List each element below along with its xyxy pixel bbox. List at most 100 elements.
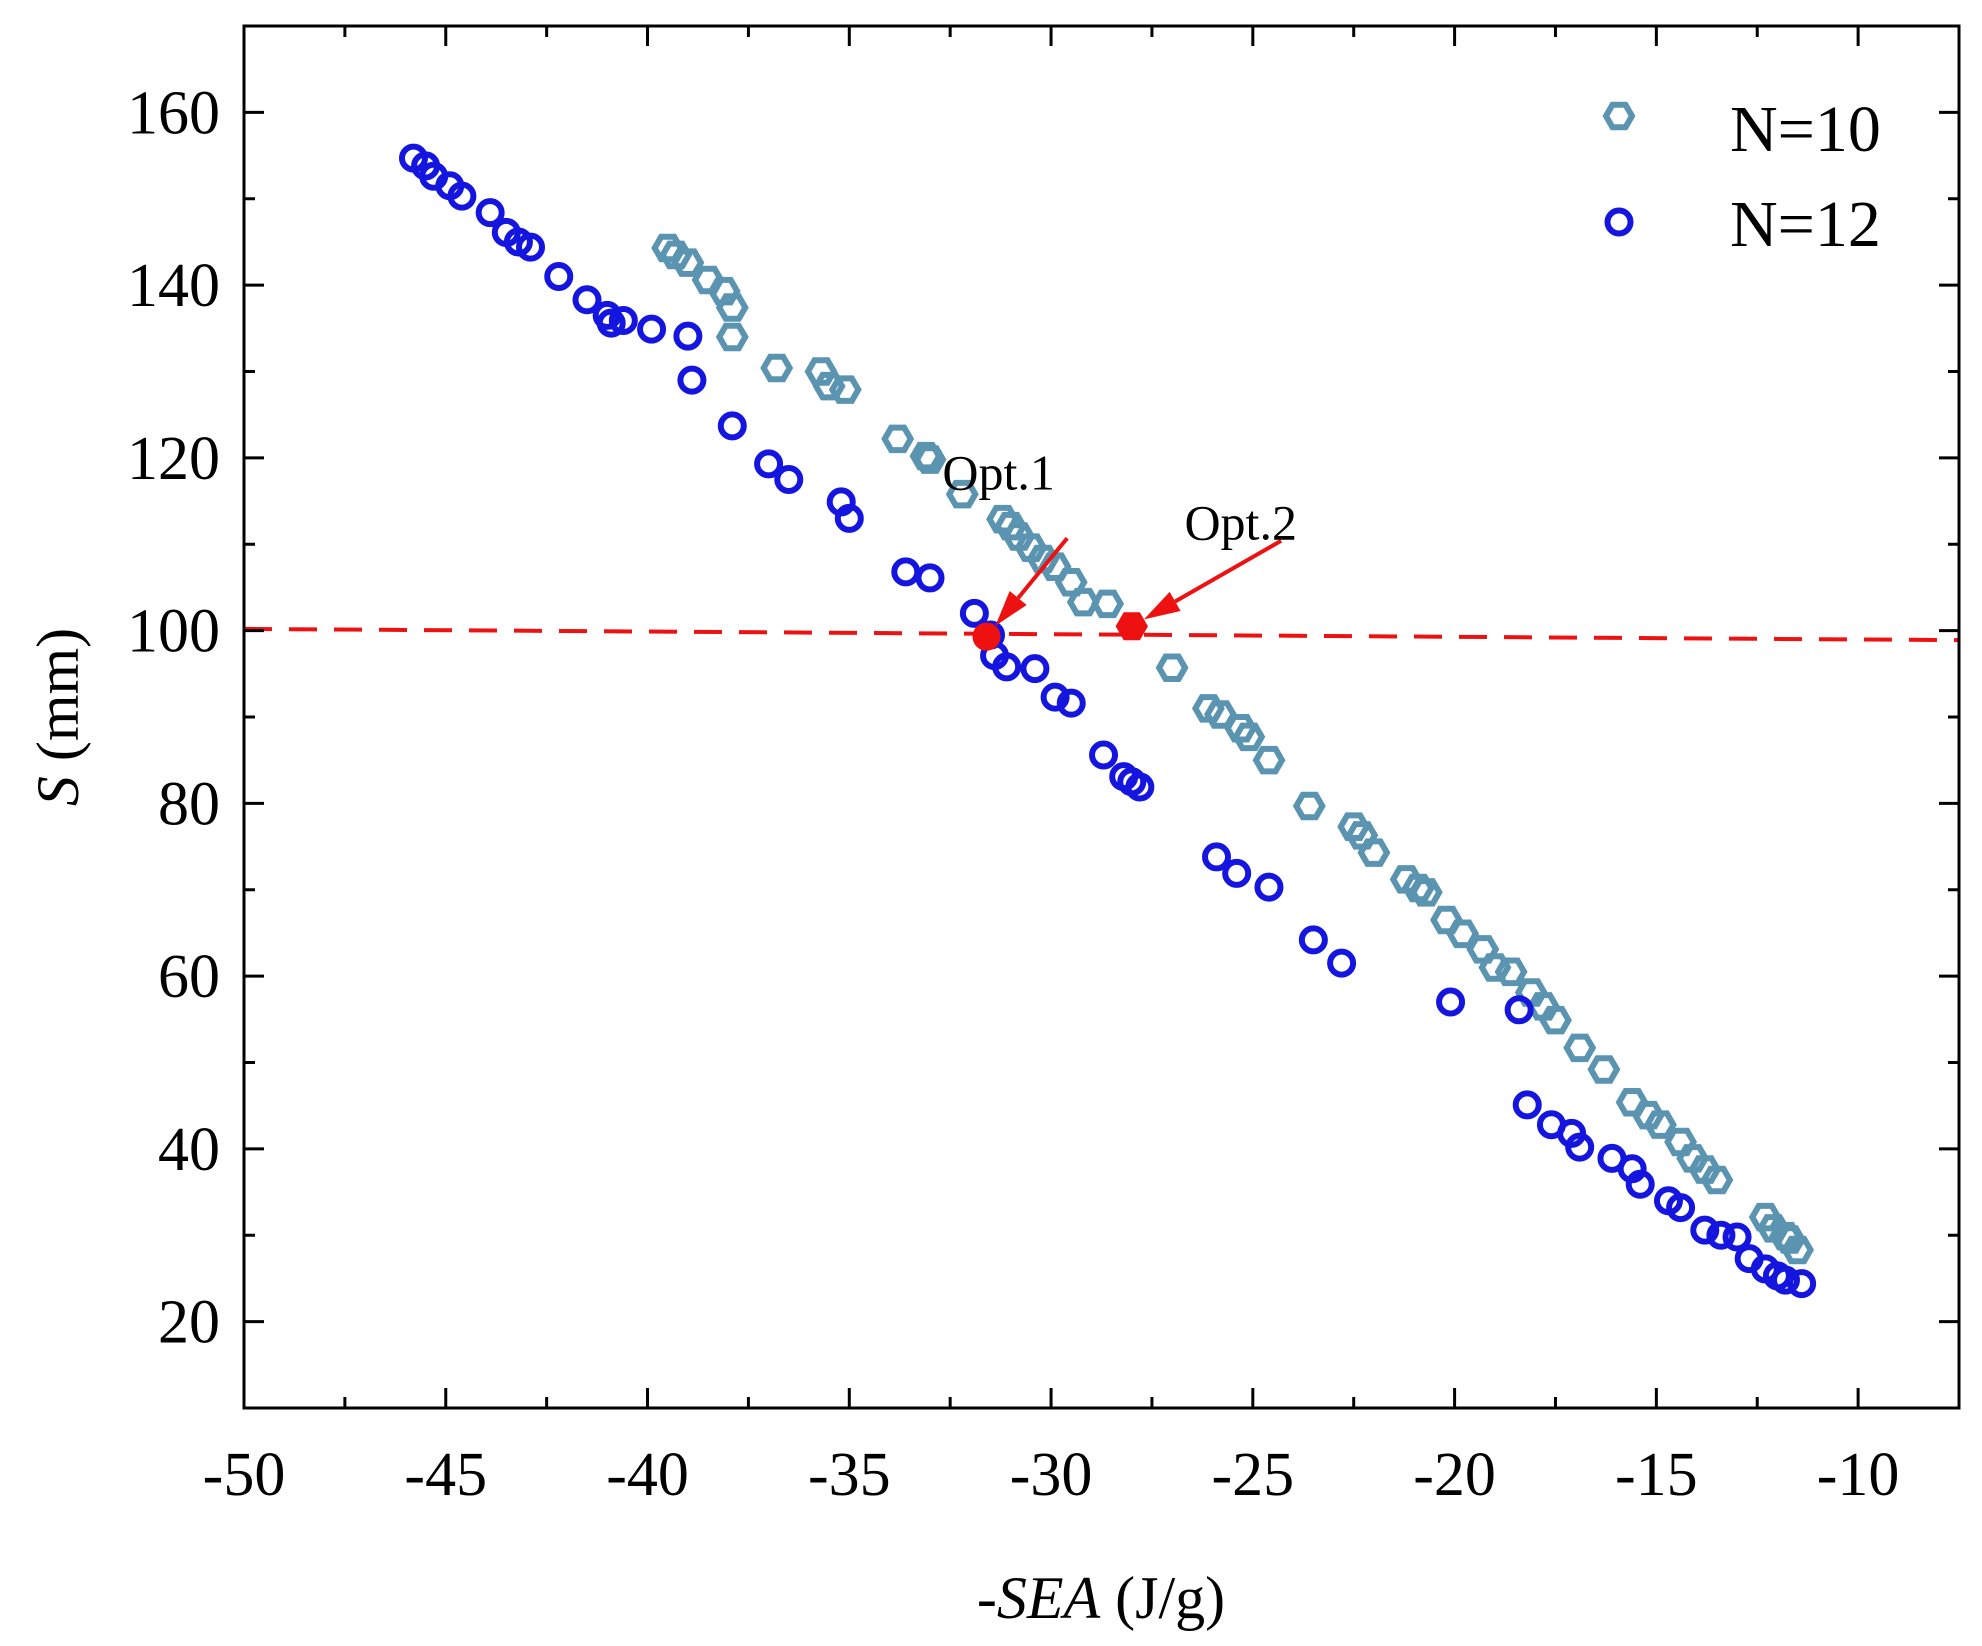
x-tick-label: -30 (1010, 1441, 1093, 1509)
data-point-n10 (1643, 1110, 1677, 1139)
data-point-n12 (1787, 1269, 1817, 1299)
data-point-n12 (891, 557, 921, 587)
data-point-n12 (754, 449, 784, 479)
data-point-n12 (1222, 858, 1252, 888)
data-point-n12 (447, 181, 477, 211)
plot-frame (242, 24, 1961, 1410)
data-point-n12 (677, 365, 707, 395)
y-axis-title: S (mm) (25, 628, 91, 806)
x-tick-label: -15 (1615, 1441, 1698, 1509)
data-point-n12 (544, 261, 574, 291)
data-point-n12 (673, 321, 703, 351)
y-tick-label: 40 (158, 1116, 220, 1184)
data-point-n12 (717, 411, 747, 441)
y-axis-title-variable: S (25, 776, 91, 806)
data-point-n12 (1056, 688, 1086, 718)
data-point-n10 (1631, 1100, 1665, 1130)
legend: N=10 N=12 (1602, 93, 1881, 261)
data-point-n10 (760, 353, 794, 383)
legend-marker-n10 (1602, 101, 1636, 131)
data-point-n10 (1345, 821, 1379, 850)
data-point-n10 (1748, 1202, 1782, 1232)
series-N=10 (651, 233, 1815, 1265)
data-point-n12 (516, 232, 546, 262)
data-point-n12 (1125, 772, 1155, 802)
data-point-n10 (1781, 1235, 1815, 1265)
data-point-n12 (1504, 995, 1534, 1025)
data-point-n10 (715, 293, 749, 322)
data-point-n12 (1040, 682, 1070, 712)
opt-point-1 (972, 622, 1001, 651)
data-point-n12 (1666, 1193, 1696, 1223)
x-axis-title-prefix: - (977, 1565, 997, 1631)
data-point-n10 (1676, 1144, 1710, 1173)
data-point-n10 (1494, 957, 1528, 987)
x-tick-label: -40 (606, 1441, 689, 1509)
data-point-n10 (1773, 1225, 1806, 1254)
data-point-n10 (715, 322, 749, 352)
data-point-n12 (959, 598, 989, 628)
opt-label-2: Opt.2 (1184, 495, 1297, 551)
data-point-n10 (1091, 589, 1125, 619)
y-tick-label: 120 (127, 425, 220, 493)
data-point-n10 (1409, 878, 1443, 907)
data-point-n10 (1252, 745, 1286, 775)
y-tick-label: 80 (158, 770, 220, 838)
data-point-n12 (637, 314, 667, 344)
data-point-n10 (1014, 533, 1048, 562)
data-point-n10 (1769, 1221, 1802, 1251)
data-point-n10 (659, 240, 693, 270)
data-point-n10 (1357, 838, 1391, 867)
data-point-n12 (1089, 740, 1119, 770)
data-point-n10 (1401, 873, 1435, 903)
legend-label-n12: N=12 (1730, 188, 1881, 261)
data-point-n12 (1512, 1090, 1542, 1120)
data-point-n10 (1224, 714, 1258, 743)
data-point-n10 (1337, 812, 1371, 841)
data-point-n12 (1770, 1265, 1800, 1295)
x-tick-label: -35 (808, 1441, 891, 1509)
data-point-n12 (1706, 1220, 1736, 1250)
data-point-n10 (804, 357, 838, 386)
data-point-n12 (1625, 1169, 1655, 1199)
annotation-opt-2: Opt.2 (1115, 495, 1297, 641)
data-point-n12 (1327, 948, 1357, 978)
data-point-n10 (1026, 544, 1060, 574)
data-point-n10 (1700, 1165, 1734, 1195)
x-tick-label: -45 (404, 1441, 487, 1509)
data-point-n12 (596, 308, 626, 338)
data-point-n12 (475, 198, 505, 228)
data-point-n12 (608, 306, 638, 336)
legend-label-n10: N=10 (1730, 93, 1881, 166)
data-point-n10 (913, 445, 947, 474)
legend-marker-n12 (1604, 207, 1634, 237)
annotation-opt-1: Opt.1 (942, 445, 1069, 651)
data-point-n12 (992, 652, 1022, 682)
data-point-n10 (671, 248, 705, 277)
data-point-n10 (1539, 1005, 1572, 1035)
arrow-line-opt-1 (1016, 536, 1069, 600)
data-point-n12 (1565, 1132, 1595, 1162)
x-axis-title-variable: SEA (997, 1565, 1101, 1631)
y-tick-label: 60 (158, 943, 220, 1011)
data-point-n10 (1587, 1055, 1621, 1084)
data-point-n10 (1232, 722, 1266, 752)
data-point-n12 (572, 285, 602, 315)
data-point-n10 (1514, 978, 1548, 1007)
y-axis-title-unit: (mm) (25, 628, 91, 776)
y-tick-label: 140 (127, 252, 220, 320)
data-point-n10 (1292, 791, 1326, 821)
data-point-n10 (1002, 522, 1036, 551)
data-point-n12 (915, 563, 945, 593)
data-point-n12 (1020, 654, 1050, 684)
data-point-n10 (909, 441, 943, 471)
opt-label-1: Opt.1 (942, 445, 1055, 501)
data-point-n12 (1436, 987, 1466, 1017)
data-point-n10 (707, 276, 741, 306)
data-point-n12 (1722, 1222, 1752, 1252)
data-point-n10 (1191, 694, 1225, 723)
x-tick-label: -25 (1211, 1441, 1294, 1509)
data-point-n10 (945, 479, 979, 509)
y-tick-label: 100 (127, 598, 220, 666)
